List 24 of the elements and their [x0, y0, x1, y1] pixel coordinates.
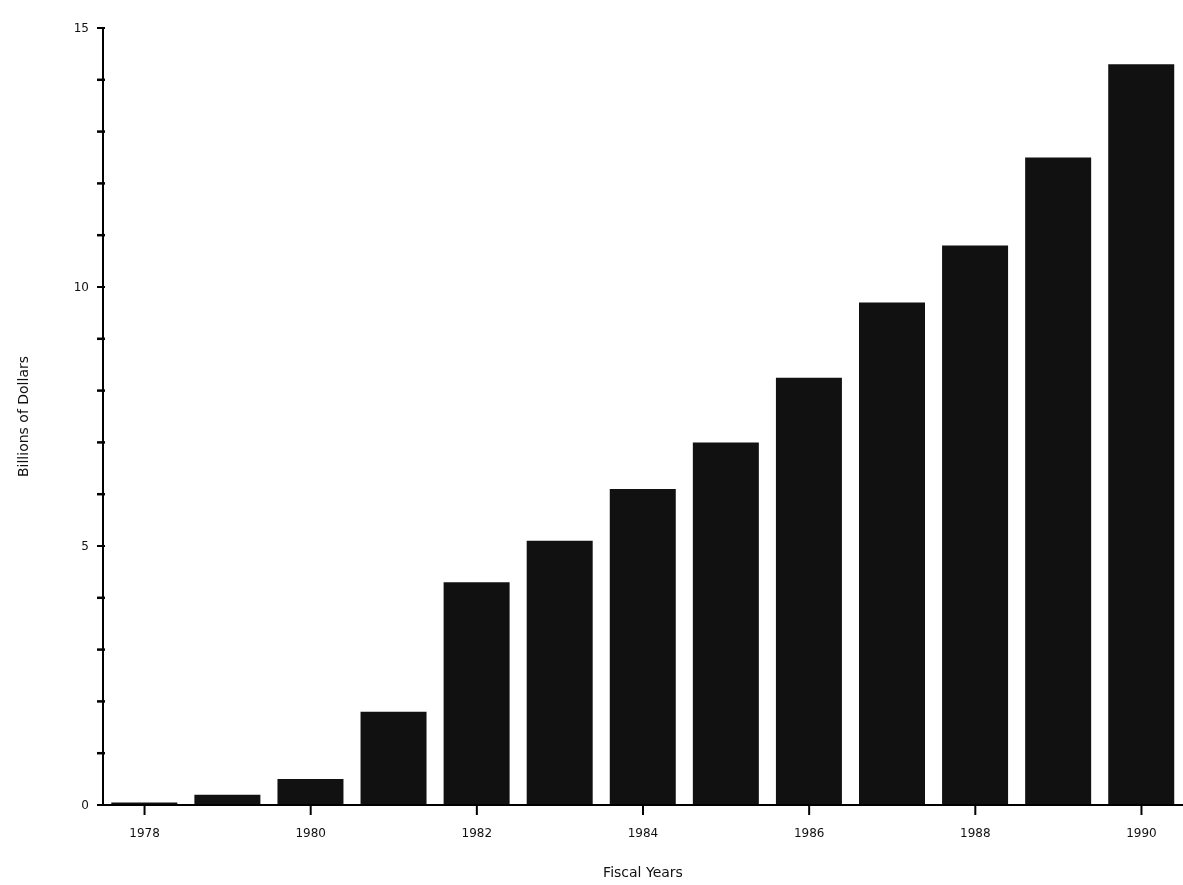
y-axis-title: Billions of Dollars — [14, 355, 31, 478]
x-tick-label: 1982 — [461, 826, 493, 840]
y-tick-label: 10 — [73, 280, 89, 294]
x-tick-label: 1988 — [960, 826, 991, 840]
x-tick-label: 1984 — [627, 826, 659, 840]
bar — [1025, 157, 1092, 805]
bar — [526, 540, 593, 805]
bar — [692, 442, 759, 805]
x-tick-label: 1990 — [1126, 826, 1157, 840]
y-tick-label: 5 — [81, 539, 89, 553]
y-tick-label: 15 — [73, 21, 89, 35]
x-tick-label: 1980 — [295, 826, 326, 840]
bar — [942, 245, 1009, 805]
bar — [609, 489, 676, 805]
bar — [443, 582, 510, 805]
bar — [277, 779, 344, 805]
bar — [775, 377, 842, 805]
y-tick-label: 0 — [81, 798, 89, 812]
bar — [859, 302, 925, 805]
x-tick-label: 1986 — [793, 826, 825, 840]
bar — [360, 711, 427, 805]
bar — [1108, 64, 1175, 805]
x-tick-label: 1978 — [129, 826, 160, 840]
x-axis-title: Fiscal Years — [603, 863, 683, 880]
